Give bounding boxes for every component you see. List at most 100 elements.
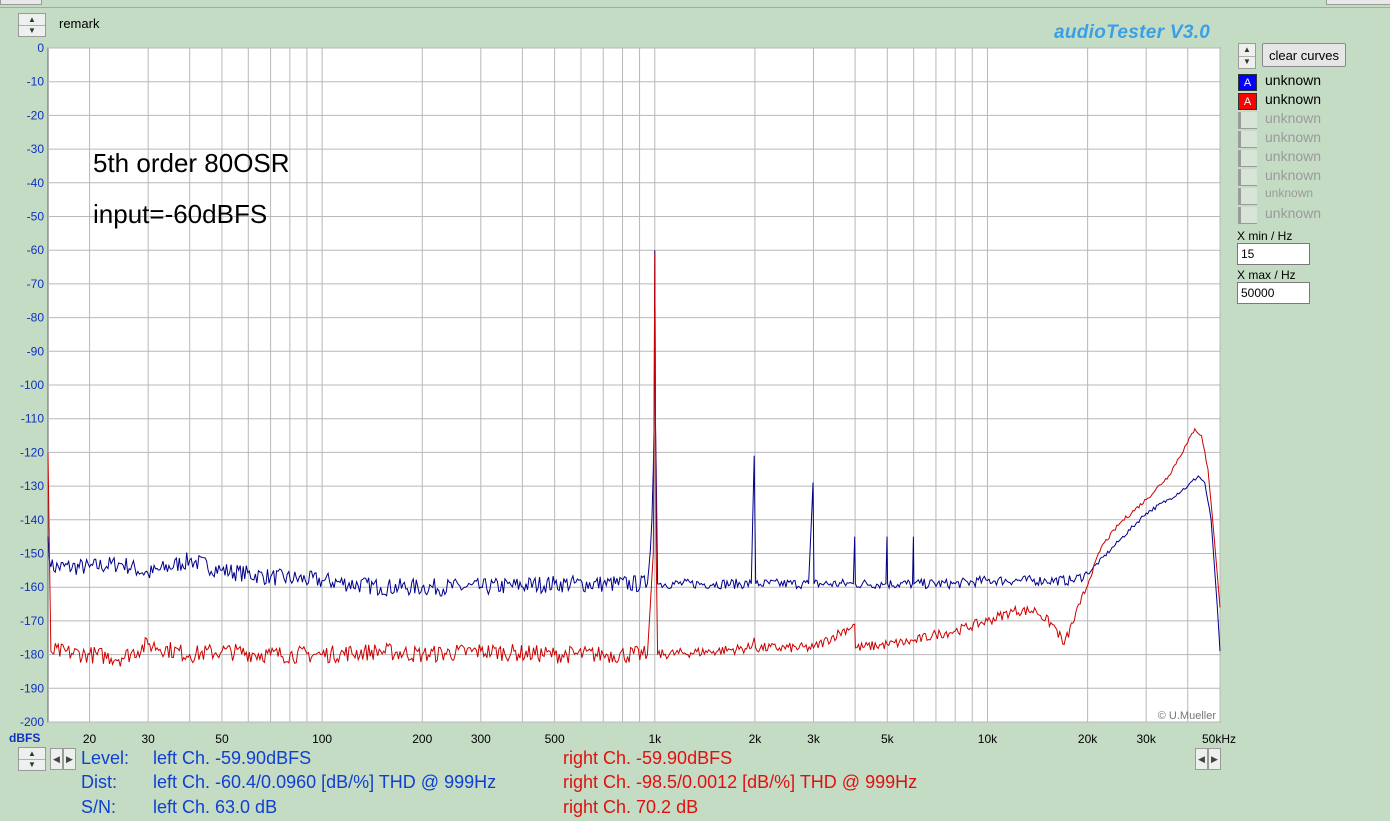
x-axis: 20 30 50 100 200 300 500 1k 2k 3k 5k 10k 20k 30k 50kHz <box>83 732 1236 746</box>
curve-spinner[interactable]: ▲ ▼ <box>1238 43 1256 69</box>
legend-item[interactable]: unknown <box>1238 167 1358 186</box>
y-tick-label: -40 <box>27 176 45 190</box>
x-tick-label: 30k <box>1137 732 1157 746</box>
legend-label: unknown <box>1265 186 1314 200</box>
y-unit-label: dBFS <box>9 731 40 745</box>
top-tab[interactable] <box>1326 0 1390 5</box>
y-tick-label: -180 <box>20 648 44 662</box>
legend-item[interactable]: unknown <box>1238 148 1358 167</box>
arrow-down-icon[interactable]: ▼ <box>28 760 36 769</box>
left-dist: left Ch. -60.4/0.0960 [dB/%] THD @ 999Hz <box>153 772 497 792</box>
x-tick-label: 1k <box>648 732 662 746</box>
curve-toggle[interactable] <box>1238 169 1257 186</box>
series-lines <box>47 250 1221 667</box>
scroll-right-icon[interactable]: ▶ <box>1208 748 1221 770</box>
x-tick-label: 200 <box>412 732 432 746</box>
x-tick-label: 50 <box>215 732 229 746</box>
y-tick-label: -100 <box>20 378 44 392</box>
scroll-left-icon[interactable]: ◀ <box>50 748 63 770</box>
arrow-down-icon[interactable]: ▼ <box>28 26 36 35</box>
annotation-input: input=-60dBFS <box>93 199 267 229</box>
legend-label: unknown <box>1265 91 1322 107</box>
grid <box>48 47 1221 723</box>
remark-label: remark <box>59 16 100 31</box>
legend-item[interactable]: unknown <box>1238 186 1358 205</box>
legend-label: unknown <box>1265 167 1322 183</box>
x-tick-label: 5k <box>881 732 895 746</box>
curve-toggle[interactable]: A <box>1238 93 1257 110</box>
legend-label: unknown <box>1265 110 1322 126</box>
stats-spinner[interactable]: ▲ ▼ <box>18 747 46 771</box>
right-sn: right Ch. 70.2 dB <box>563 797 699 817</box>
y-tick-label: -20 <box>27 108 45 122</box>
y-tick-label: -60 <box>27 243 45 257</box>
dist-label: Dist: <box>81 772 117 792</box>
copyright: © U.Mueller <box>1158 710 1217 722</box>
curve-toggle[interactable] <box>1238 150 1257 167</box>
remark-spinner[interactable]: ▲ ▼ <box>18 13 46 37</box>
app-brand: audioTester V3.0 <box>1054 22 1211 43</box>
scroll-right-icon[interactable]: ▶ <box>63 748 76 770</box>
y-tick-label: -150 <box>20 547 44 561</box>
x-tick-label: 20 <box>83 732 97 746</box>
x-tick-label: 30 <box>141 732 155 746</box>
y-tick-label: -120 <box>20 445 44 459</box>
y-tick-label: -30 <box>27 142 45 156</box>
sn-label: S/N: <box>81 797 117 817</box>
top-border <box>0 0 1390 8</box>
arrow-down-icon[interactable]: ▼ <box>1243 57 1251 66</box>
xmin-input[interactable] <box>1237 243 1310 265</box>
x-tick-label: 2k <box>749 732 763 746</box>
x-tick-label: 10k <box>978 732 998 746</box>
x-tick-label: 500 <box>545 732 565 746</box>
y-tick-label: -110 <box>21 412 44 426</box>
top-tab[interactable] <box>0 0 42 5</box>
y-tick-label: -80 <box>27 311 45 325</box>
left-channel-line <box>47 250 1221 652</box>
legend-label: unknown <box>1265 72 1322 88</box>
curve-toggle[interactable] <box>1238 207 1257 224</box>
y-axis: 0 -10 -20 -30 -40 -50 -60 -70 -80 -90 -100 -110 -120… <box>20 41 44 729</box>
x-tick-label: 50kHz <box>1202 732 1236 746</box>
clear-curves-button[interactable]: clear curves <box>1262 43 1346 67</box>
arrow-up-icon[interactable]: ▲ <box>19 748 45 760</box>
legend-item[interactable]: unknown <box>1238 110 1358 129</box>
y-tick-label: -200 <box>20 715 44 729</box>
legend-label: unknown <box>1265 205 1322 221</box>
curve-toggle[interactable]: A <box>1238 74 1257 91</box>
x-tick-label: 100 <box>312 732 332 746</box>
y-tick-label: -140 <box>20 513 44 527</box>
y-tick-label: -50 <box>27 210 45 224</box>
y-tick-label: -10 <box>27 75 45 89</box>
right-level: right Ch. -59.90dBFS <box>563 748 733 768</box>
xmax-label: X max / Hz <box>1237 268 1296 282</box>
scroll-left-icon[interactable]: ◀ <box>1195 748 1208 770</box>
legend-label: unknown <box>1265 148 1322 164</box>
right-channel-line <box>47 253 1221 667</box>
y-tick-label: -190 <box>20 681 44 695</box>
arrow-up-icon[interactable]: ▲ <box>19 14 45 26</box>
y-tick-label: 0 <box>37 41 44 55</box>
xmin-label: X min / Hz <box>1237 229 1293 243</box>
legend-item[interactable]: unknown <box>1238 205 1358 224</box>
x-tick-label: 300 <box>471 732 491 746</box>
xmax-input[interactable] <box>1237 282 1310 304</box>
left-sn: left Ch. 63.0 dB <box>153 797 278 817</box>
right-dist: right Ch. -98.5/0.0012 [dB/%] THD @ 999H… <box>563 772 918 792</box>
annotation-filter: 5th order 80OSR <box>93 148 290 178</box>
legend-item[interactable]: unknown <box>1238 129 1358 148</box>
arrow-up-icon[interactable]: ▲ <box>1239 44 1255 57</box>
curve-toggle[interactable] <box>1238 131 1257 148</box>
y-tick-label: -160 <box>20 580 44 594</box>
y-tick-label: -70 <box>27 277 45 291</box>
curve-toggle[interactable] <box>1238 188 1257 205</box>
left-level: left Ch. -59.90dBFS <box>153 748 312 768</box>
level-label: Level: <box>81 748 130 768</box>
curve-toggle[interactable] <box>1238 112 1257 129</box>
y-tick-label: -90 <box>27 344 45 358</box>
x-tick-label: 3k <box>807 732 821 746</box>
